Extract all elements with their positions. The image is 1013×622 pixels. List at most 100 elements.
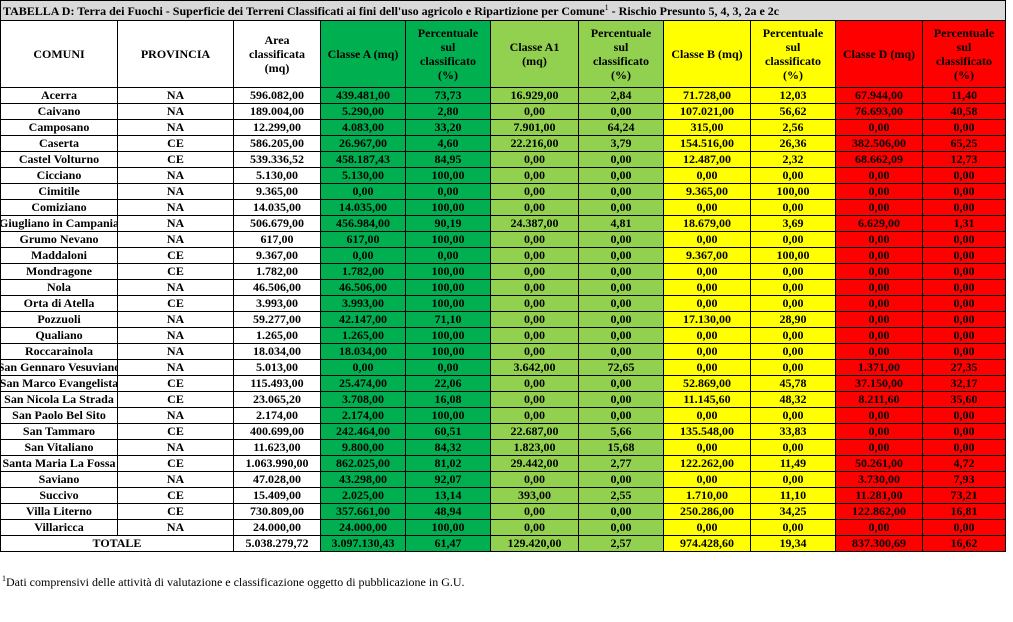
cell-text: 100,00	[431, 200, 465, 215]
table-cell: CE	[117, 263, 234, 280]
cell-text: 0,00	[868, 200, 890, 215]
table-cell: 2,80	[405, 103, 491, 120]
table-row: Maddaloni CE 9.367,00 0,00 0,00 0,00 0,00 9.367…	[0, 247, 1006, 264]
cell-text: 11,49	[779, 456, 807, 471]
cell-text: 122.262,00	[680, 456, 734, 471]
cell-text: NA	[166, 344, 185, 359]
table-cell: 24.387,00	[490, 215, 579, 232]
cell-text: 0,00	[610, 264, 632, 279]
cell-text: 22,06	[434, 376, 462, 391]
table-cell: 0,00	[750, 471, 836, 488]
cell-text: 0,00	[953, 344, 975, 359]
table-cell: 9.800,00	[320, 439, 406, 456]
comune-name: San Paolo Bel Sito	[12, 408, 106, 423]
cell-text: CE	[167, 424, 184, 439]
table-row: Mondragone CE 1.782,00 1.782,00 100,00 0,00 0,…	[0, 263, 1006, 280]
table-cell: 0,00	[578, 375, 664, 392]
cell-text: 1.710,00	[686, 488, 728, 503]
table-cell: CE	[117, 391, 234, 408]
table-cell: 16.929,00	[490, 87, 579, 104]
title-row: TABELLA D: Terra dei Fuochi - Superficie…	[0, 0, 1006, 21]
table-cell: 25.474,00	[320, 375, 406, 392]
cell-text: 0,00	[610, 280, 632, 295]
table-cell: Qualiano	[0, 327, 118, 344]
cell-text: 0,00	[524, 472, 545, 487]
cell-text: 23.065,20	[253, 392, 301, 407]
cell-text: 0,00	[782, 328, 804, 343]
table-cell: 0,00	[922, 407, 1006, 424]
cell-text: 3.993,00	[342, 296, 384, 311]
table-cell: 0,00	[835, 423, 923, 440]
cell-text: 8.211,60	[858, 392, 900, 407]
cell-text: 100,00	[431, 232, 465, 247]
cell-text: 16,62	[950, 536, 978, 551]
cell-text: NA	[166, 184, 185, 199]
table-cell: 0,00	[490, 295, 579, 312]
comune-name: Orta di Atella	[23, 296, 95, 311]
table-cell: 0,00	[663, 295, 751, 312]
table-row: Villa Literno CE 730.809,00 357.661,00 48,94…	[0, 503, 1006, 520]
cell-text: 0,00	[610, 184, 632, 199]
cell-text: 65,25	[950, 136, 978, 151]
table-cell: 76.693,00	[835, 103, 923, 120]
comune-name: Nola	[47, 280, 71, 295]
table-row: Saviano NA 47.028,00 43.298,00 92,07 0,00 0,00…	[0, 471, 1006, 488]
cell-text: 59.277,00	[253, 312, 301, 327]
table-cell: 0,00	[922, 327, 1006, 344]
table-cell: 0,00	[663, 263, 751, 280]
cell-text: 0,00	[524, 312, 545, 327]
table-cell: 5.013,00	[233, 359, 321, 376]
table-cell: 0,00	[922, 183, 1006, 200]
cell-text: 5.290,00	[342, 104, 384, 119]
cell-text: NA	[166, 104, 185, 119]
comune-name: San Vitaliano	[24, 440, 94, 455]
cell-text: 22.216,00	[510, 136, 559, 151]
table-cell: 0,00	[922, 295, 1006, 312]
table-cell: 0,00	[578, 327, 664, 344]
cell-text: 14.035,00	[339, 200, 387, 215]
table-cell: 81,02	[405, 455, 491, 472]
cell-text: 0,00	[782, 280, 804, 295]
cell-text: 71.728,00	[683, 88, 731, 103]
cell-text: 0,00	[524, 504, 545, 519]
table-cell: 9.367,00	[663, 247, 751, 264]
table-cell: 0,00	[663, 327, 751, 344]
table-cell: Orta di Atella	[0, 295, 118, 312]
cell-text: 17.130,00	[683, 312, 731, 327]
table-cell: NA	[117, 215, 234, 232]
table-cell: 0,00	[922, 199, 1006, 216]
cell-text: 11.623,00	[253, 440, 301, 455]
comune-name: Roccarainola	[25, 344, 93, 359]
table-cell: 0,00	[490, 343, 579, 360]
table-cell: 0,00	[490, 263, 579, 280]
cell-text: 2.025,00	[342, 488, 384, 503]
cell-text: 0,00	[610, 152, 632, 167]
table-cell: 22,06	[405, 375, 491, 392]
table-cell: NA	[117, 359, 234, 376]
table-row: Caivano NA 189.004,00 5.290,00 2,80 0,00 0,00 1…	[0, 103, 1006, 120]
table-cell: 0,00	[490, 183, 579, 200]
cell-text: 1.823,00	[513, 440, 556, 455]
table-cell: 18.034,00	[320, 343, 406, 360]
cell-text: 2.174,00	[342, 408, 384, 423]
cell-text: 50.261,00	[855, 456, 903, 471]
cell-text: 12,03	[779, 88, 807, 103]
cell-text: 0,00	[524, 376, 545, 391]
cell-text: 0,00	[696, 168, 718, 183]
cell-text: CE	[167, 376, 184, 391]
table-cell: 52.869,00	[663, 375, 751, 392]
cell-text: NA	[166, 200, 185, 215]
table-row: Camposano NA 12.299,00 4.083,00 33,20 7.901,0…	[0, 119, 1006, 136]
table-cell: 26,36	[750, 135, 836, 152]
table-cell: 0,00	[320, 183, 406, 200]
cell-text: 0,00	[696, 232, 718, 247]
cell-text: NA	[166, 120, 185, 135]
table-row: San Marco Evangelista CE 115.493,00 25.474,…	[0, 375, 1006, 392]
table-row: Roccarainola NA 18.034,00 18.034,00 100,00 0,…	[0, 343, 1006, 360]
cell-text: 60,51	[434, 424, 462, 439]
cell-text: 0,00	[868, 312, 890, 327]
table-cell: 100,00	[405, 199, 491, 216]
table-row: Pozzuoli NA 59.277,00 42.147,00 71,10 0,00 0,0…	[0, 311, 1006, 328]
table-cell: 12,03	[750, 87, 836, 104]
table-cell: 1.782,00	[320, 263, 406, 280]
